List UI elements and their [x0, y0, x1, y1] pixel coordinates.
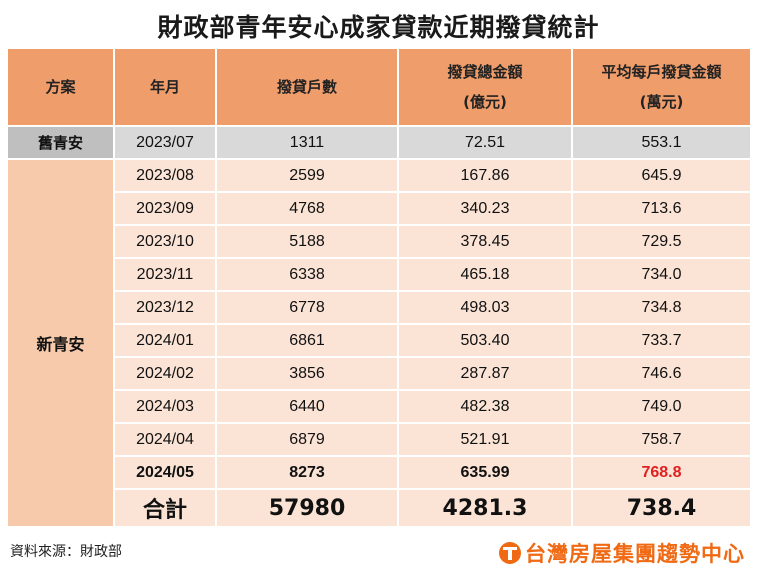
- total-amount: 4281.3: [399, 490, 571, 526]
- cell-total: 635.99: [399, 457, 571, 488]
- cell-total: 521.91: [399, 424, 571, 455]
- cell-month: 2024/03: [115, 391, 215, 422]
- cell-total: 498.03: [399, 292, 571, 323]
- header-total-amount-label: 撥貸總金額: [447, 63, 523, 81]
- cell-total: 378.45: [399, 226, 571, 257]
- cell-avg: 733.7: [573, 325, 750, 356]
- cell-avg-highlight: 768.8: [573, 457, 750, 488]
- header-avg-amount-label: 平均每戶撥貸金額: [601, 63, 722, 81]
- cell-avg: 729.5: [573, 226, 750, 257]
- cell-avg: 746.6: [573, 358, 750, 389]
- cell-avg: 553.1: [573, 127, 750, 158]
- cell-month: 2023/08: [115, 160, 215, 191]
- header-avg-amount-unit: (萬元): [639, 93, 684, 111]
- table-row: 2024/01 6861 503.40 733.7: [8, 325, 750, 356]
- table-row: 2023/10 5188 378.45 729.5: [8, 226, 750, 257]
- cell-month: 2024/05: [115, 457, 215, 488]
- t-logo-icon: [499, 542, 521, 564]
- cell-avg: 734.8: [573, 292, 750, 323]
- cell-total: 287.87: [399, 358, 571, 389]
- header-total-amount: 撥貸總金額 (億元): [399, 49, 571, 125]
- cell-households: 6778: [217, 292, 397, 323]
- cell-avg: 734.0: [573, 259, 750, 290]
- cell-avg: 713.6: [573, 193, 750, 224]
- header-avg-amount: 平均每戶撥貸金額 (萬元): [573, 49, 750, 125]
- total-label: 合計: [115, 490, 215, 526]
- table-row: 2024/02 3856 287.87 746.6: [8, 358, 750, 389]
- cell-month: 2023/09: [115, 193, 215, 224]
- cell-total: 465.18: [399, 259, 571, 290]
- cell-households: 8273: [217, 457, 397, 488]
- table-row: 新青安 2023/08 2599 167.86 645.9: [8, 160, 750, 526]
- cell-households: 2599: [217, 160, 397, 191]
- table-row: 2023/12 6778 498.03 734.8: [8, 292, 750, 323]
- table-row: 2023/09 4768 340.23 713.6: [8, 193, 750, 224]
- cell-total: 482.38: [399, 391, 571, 422]
- cell-households: 3856: [217, 358, 397, 389]
- cell-households: 1311: [217, 127, 397, 158]
- plan-label-old: 舊青安: [8, 127, 113, 158]
- cell-month: 2023/10: [115, 226, 215, 257]
- cell-total: 72.51: [399, 127, 571, 158]
- header-month: 年月: [115, 49, 215, 125]
- table-row: 2024/03 6440 482.38 749.0: [8, 391, 750, 422]
- header-households: 撥貸戶數: [217, 49, 397, 125]
- loan-statistics-table: 方案 年月 撥貸戶數 撥貸總金額 (億元) 平均每戶撥貸金額 (萬元) 舊青安 …: [6, 47, 752, 528]
- header-plan: 方案: [8, 49, 113, 125]
- cell-households: 6861: [217, 325, 397, 356]
- header-total-amount-unit: (億元): [463, 93, 507, 111]
- cell-households: 5188: [217, 226, 397, 257]
- cell-month: 2023/12: [115, 292, 215, 323]
- cell-households: 4768: [217, 193, 397, 224]
- table-row-total: 合計 57980 4281.3 738.4: [8, 490, 750, 526]
- cell-month: 2023/07: [115, 127, 215, 158]
- table-row: 2024/04 6879 521.91 758.7: [8, 424, 750, 455]
- brand-logo: 台灣房屋集團趨勢中心: [499, 538, 745, 568]
- brand-name: 台灣房屋集團趨勢中心: [525, 542, 745, 566]
- source-note: 資料來源：財政部: [10, 544, 122, 560]
- cell-avg: 758.7: [573, 424, 750, 455]
- cell-month: 2023/11: [115, 259, 215, 290]
- cell-total: 340.23: [399, 193, 571, 224]
- cell-total: 167.86: [399, 160, 571, 191]
- table-row-old-plan: 舊青安 2023/07 1311 72.51 553.1: [8, 127, 750, 158]
- page-title: 財政部青年安心成家貸款近期撥貸統計: [157, 13, 600, 42]
- cell-households: 6338: [217, 259, 397, 290]
- total-households: 57980: [217, 490, 397, 526]
- cell-month: 2024/04: [115, 424, 215, 455]
- cell-month: 2024/01: [115, 325, 215, 356]
- cell-total: 503.40: [399, 325, 571, 356]
- table-header-row: 方案 年月 撥貸戶數 撥貸總金額 (億元) 平均每戶撥貸金額 (萬元): [8, 49, 750, 125]
- table-row-latest: 2024/05 8273 635.99 768.8: [8, 457, 750, 488]
- cell-avg: 645.9: [573, 160, 750, 191]
- cell-households: 6440: [217, 391, 397, 422]
- total-avg: 738.4: [573, 490, 750, 526]
- table-row: 2023/11 6338 465.18 734.0: [8, 259, 750, 290]
- cell-avg: 749.0: [573, 391, 750, 422]
- cell-month: 2024/02: [115, 358, 215, 389]
- cell-households: 6879: [217, 424, 397, 455]
- plan-label-new: 新青安: [8, 160, 113, 526]
